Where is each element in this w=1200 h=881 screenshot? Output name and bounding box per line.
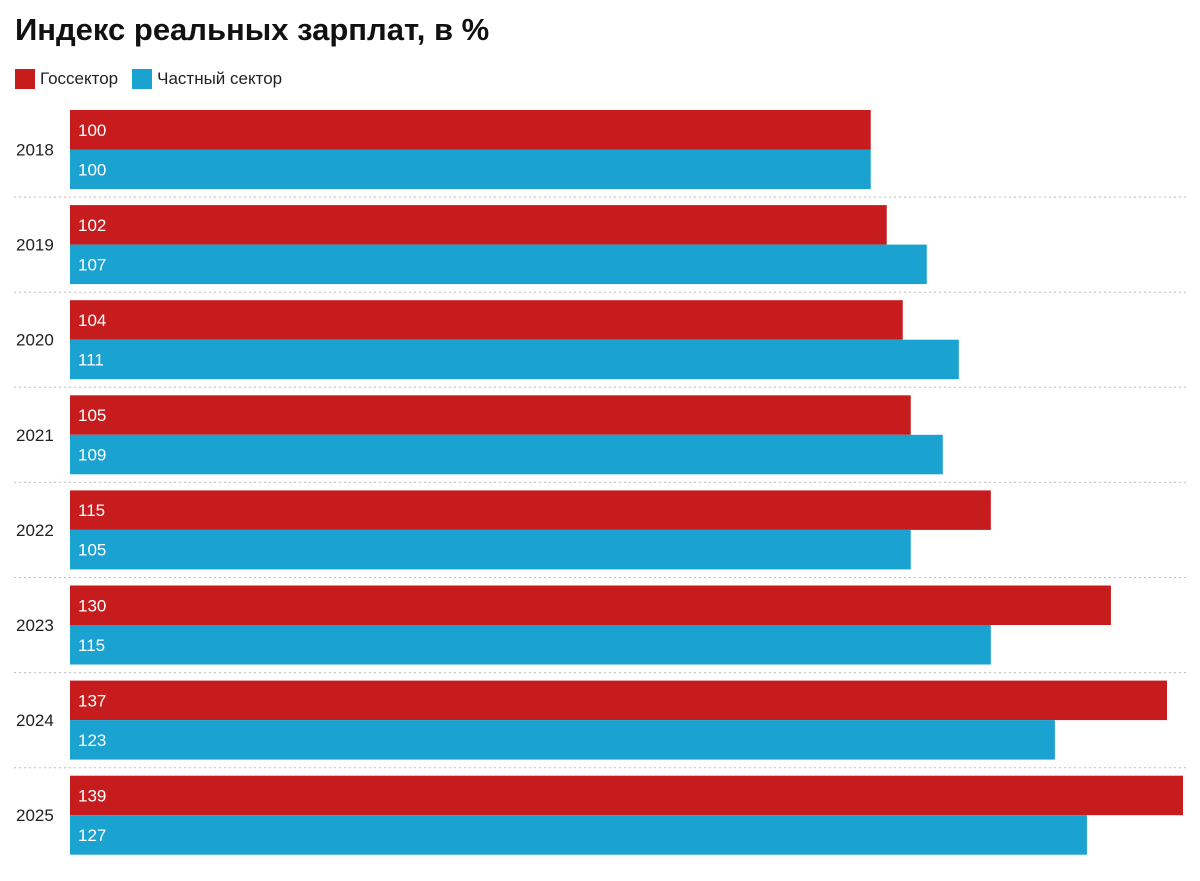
y-tick-label: 2023 <box>16 616 54 635</box>
y-tick-label: 2025 <box>16 806 54 825</box>
bar-private <box>70 244 927 285</box>
bar-value-label: 100 <box>78 121 106 140</box>
bar-value-label: 123 <box>78 731 106 750</box>
bar-value-label: 105 <box>78 406 106 425</box>
bar-gov <box>70 680 1167 721</box>
bar-value-label: 109 <box>78 446 106 465</box>
bar-private <box>70 434 943 475</box>
y-tick-label: 2021 <box>16 426 54 445</box>
bar-private <box>70 339 959 380</box>
bar-gov <box>70 775 1183 816</box>
bar-value-label: 137 <box>78 691 106 710</box>
chart-title: Индекс реальных зарплат, в % <box>15 12 490 47</box>
y-tick-label: 2022 <box>16 521 54 540</box>
bar-value-label: 111 <box>78 350 104 369</box>
bar-value-label: 139 <box>78 786 106 805</box>
bar-private <box>70 815 1087 855</box>
bar-private <box>70 529 911 570</box>
bar-value-label: 127 <box>78 826 106 845</box>
bar-gov <box>70 490 991 530</box>
legend-label-private: Частный сектор <box>157 69 283 88</box>
chart-legend: Госсектор Частный сектор <box>15 67 296 91</box>
bar-value-label: 115 <box>78 501 105 520</box>
bar-gov <box>70 300 903 340</box>
bar-value-label: 115 <box>78 636 105 655</box>
legend-swatch-private <box>132 69 153 89</box>
legend-label-gov: Госсектор <box>40 69 119 88</box>
bar-value-label: 107 <box>78 255 106 274</box>
bar-value-label: 105 <box>78 541 106 560</box>
bar-gov <box>70 395 911 435</box>
bar-value-label: 100 <box>78 160 106 179</box>
bar-value-label: 102 <box>78 216 106 235</box>
y-tick-label: 2018 <box>16 141 54 160</box>
y-tick-label: 2024 <box>16 711 54 730</box>
bar-value-label: 130 <box>78 596 106 615</box>
y-tick-label: 2020 <box>16 331 54 350</box>
bar-private <box>70 720 1055 760</box>
y-tick-label: 2019 <box>16 236 54 255</box>
bar-private <box>70 149 871 189</box>
bar-value-label: 104 <box>78 311 106 330</box>
bar-gov <box>70 205 887 245</box>
legend-item-private: Частный сектор <box>132 69 282 89</box>
legend-swatch-gov <box>15 69 35 89</box>
bar-private <box>70 625 991 665</box>
bar-gov <box>70 585 1111 625</box>
legend-item-gov: Госсектор <box>15 69 118 89</box>
bar-gov <box>70 110 871 150</box>
